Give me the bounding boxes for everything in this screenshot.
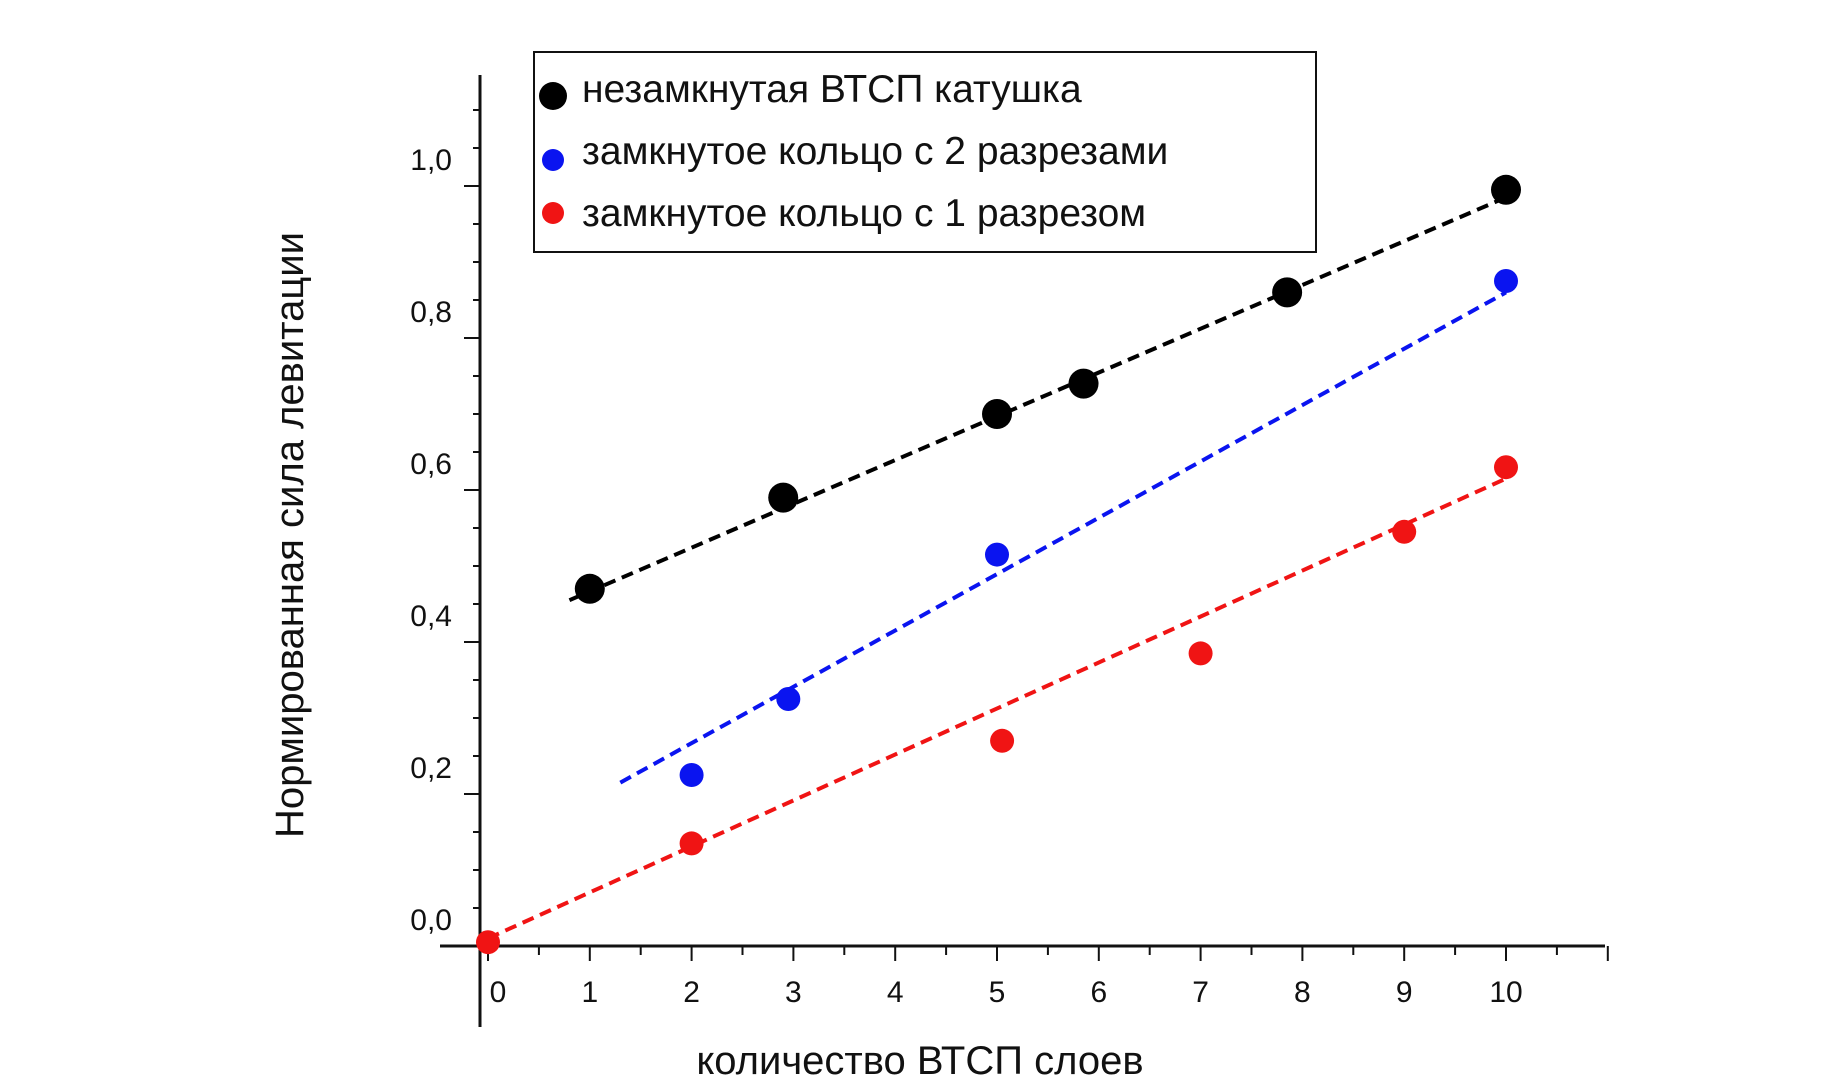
data-point-series-2 [990, 728, 1015, 753]
data-points [476, 174, 1521, 955]
data-point-series-0 [574, 573, 605, 604]
x-tick-label: 7 [1192, 976, 1209, 1009]
x-tick-label: 3 [785, 976, 802, 1009]
data-point-series-2 [1392, 519, 1417, 544]
data-point-series-2 [679, 831, 704, 856]
legend-label-open-coil: незамкнутая ВТСП катушка [582, 68, 1082, 111]
x-tick-label: 8 [1294, 976, 1311, 1009]
data-point-series-1 [776, 687, 801, 711]
legend-marker-red [542, 202, 564, 224]
x-tick-label: 6 [1090, 976, 1107, 1009]
y-tick-label: 0,0 [410, 904, 452, 937]
axes: 0,0 0,2 0,4 0,6 0,8 1,0 0 1 2 3 4 5 6 7 8 9 10 [410, 75, 1609, 1027]
data-point-series-0 [1272, 277, 1303, 308]
fit-line-series-0 [568, 195, 1507, 603]
x-axis-title: количество ВТСП слоев [696, 1039, 1143, 1081]
y-tick-label: 1,0 [410, 144, 452, 177]
data-point-series-0 [768, 482, 799, 513]
data-point-series-0 [1491, 174, 1521, 205]
x-tick-label: 1 [581, 976, 598, 1009]
data-point-series-2 [1494, 455, 1518, 480]
legend-label-ring-2-cuts: замкнутое кольцо с 2 разрезами [582, 130, 1168, 173]
y-tick-label: 0,8 [410, 296, 452, 329]
data-point-series-1 [985, 542, 1009, 567]
y-tick-label: 0,6 [410, 448, 452, 481]
data-point-series-1 [679, 763, 704, 787]
legend-box [533, 51, 1317, 253]
y-tick-label: 0,2 [410, 752, 452, 785]
fit-lines [487, 195, 1507, 941]
data-point-series-2 [476, 930, 500, 955]
fit-line-series-2 [487, 476, 1507, 941]
legend-marker-black [539, 82, 567, 110]
data-point-series-2 [1188, 641, 1213, 666]
x-tick-label: 9 [1396, 976, 1413, 1009]
data-point-series-0 [1068, 368, 1099, 399]
fit-line-series-1 [619, 290, 1507, 785]
data-point-series-1 [1494, 269, 1518, 293]
x-tick-label: 4 [887, 976, 904, 1009]
data-point-series-0 [982, 399, 1012, 429]
x-tick-label: 5 [989, 976, 1006, 1009]
x-tick-label: 0 [490, 976, 507, 1009]
y-tick-label: 0,4 [410, 600, 452, 633]
x-tick-label: 10 [1489, 976, 1522, 1009]
legend-label-ring-1-cut: замкнутое кольцо с 1 разрезом [582, 192, 1146, 235]
y-axis-title: Нормированная сила левитации [268, 232, 312, 838]
legend: незамкнутая ВТСП катушка замкнутое кольц… [533, 51, 1317, 253]
legend-marker-blue [542, 149, 564, 171]
x-tick-label: 2 [683, 976, 700, 1009]
